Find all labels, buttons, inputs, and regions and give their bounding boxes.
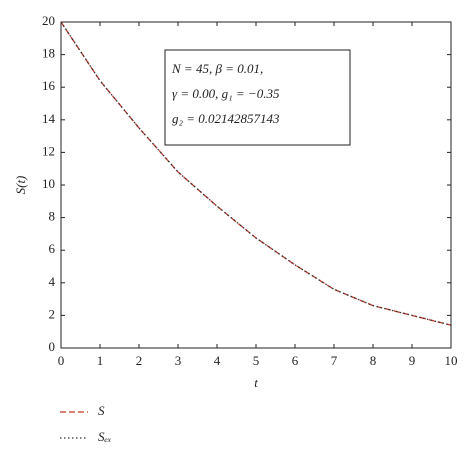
data-line [60,21,452,326]
annotation-text: N = 45, β = 0.01, [171,61,263,76]
y-tick-label: 0 [49,339,56,354]
x-tick-label: 8 [370,353,377,368]
x-tick-label: 4 [214,353,221,368]
y-tick-label: 16 [42,78,56,93]
x-tick-label: 3 [175,353,182,368]
y-tick-label: 8 [49,209,56,224]
x-tick-label: 5 [253,353,260,368]
y-tick-label: 14 [42,111,56,126]
legend-label: Sₑₓ [98,429,112,444]
x-tick-label: 0 [58,353,65,368]
annotation-text: γ = 0.00, g₁ = −0.35 [172,86,280,101]
y-tick-label: 10 [42,176,55,191]
y-tick-label: 12 [42,143,55,158]
y-tick-label: 18 [42,46,55,61]
x-tick-label: 9 [409,353,416,368]
y-axis-label: S(t) [13,176,28,195]
x-tick-label: 7 [331,353,338,368]
y-tick-label: 6 [49,241,56,256]
annotation-box [164,49,351,146]
x-tick-label: 10 [445,353,458,368]
y-tick-label: 2 [49,306,56,321]
x-axis-label: t [254,375,258,390]
x-tick-label: 2 [136,353,143,368]
annotation-text: g₂ = 0.02142857143 [172,111,280,126]
legend-label: S [98,403,105,418]
x-tick-label: 1 [97,353,104,368]
y-tick-label: 20 [42,13,55,28]
x-tick-label: 6 [292,353,299,368]
y-tick-label: 4 [49,274,56,289]
